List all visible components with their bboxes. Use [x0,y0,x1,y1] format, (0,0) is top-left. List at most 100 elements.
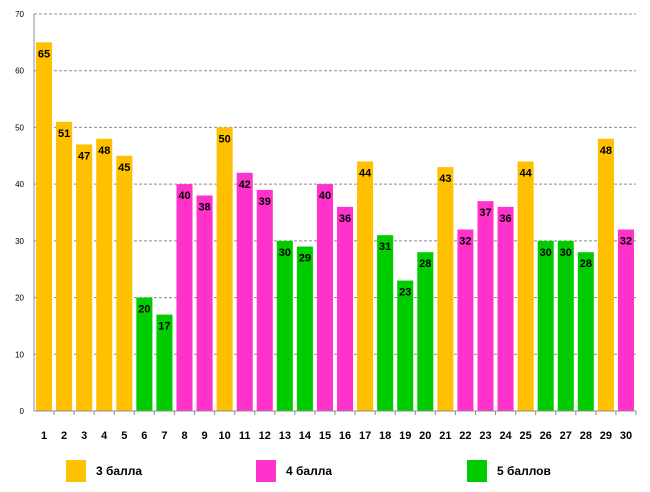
x-tick-label: 2 [61,430,67,442]
x-tick-label: 15 [319,430,331,442]
bar [196,195,213,411]
data-label: 48 [600,145,612,157]
legend-swatch [467,460,487,482]
bar [597,138,614,411]
data-label: 28 [580,258,592,270]
bar [96,138,113,411]
data-label: 43 [439,173,451,185]
bar [437,167,454,411]
data-label: 50 [219,133,231,145]
data-label: 47 [78,150,90,162]
data-label: 65 [38,48,50,60]
legend-label: 4 балла [286,464,332,478]
bar [236,172,253,411]
gridlines [34,13,636,355]
x-tick-label: 21 [439,430,451,442]
bar [517,161,534,411]
data-label: 44 [520,167,533,179]
x-axis: 1 2 3 4 5 6 7 8 9 10 11 12 13 14 15 16 17 18 19 20 21 22 23 24 2… [34,410,637,442]
bar [156,314,173,411]
x-tick-label: 1 [41,430,47,442]
data-label: 29 [299,253,311,265]
bar [577,252,594,411]
bar [136,297,153,411]
data-label: 48 [98,145,110,157]
bar [116,155,133,411]
bar [497,206,514,411]
data-label: 40 [319,190,331,202]
x-tick-label: 12 [259,430,271,442]
data-label: 23 [399,287,411,299]
legend: 3 балла 4 балла 5 баллов [66,460,551,482]
x-tick-label: 8 [181,430,187,442]
x-tick-label: 16 [339,430,351,442]
data-label: 17 [158,321,170,333]
y-tick-label: 10 [15,350,24,359]
bar [316,184,333,411]
y-tick-label: 50 [15,123,24,132]
y-axis: 0 10 20 30 40 50 60 70 [15,10,35,416]
data-label: 40 [178,190,190,202]
data-label: 42 [239,179,251,191]
bar [36,42,53,411]
x-tick-label: 6 [141,430,147,442]
legend-swatch [256,460,276,482]
y-tick-label: 60 [15,67,24,76]
data-label: 44 [359,167,372,179]
x-tick-label: 20 [419,430,431,442]
x-tick-label: 4 [101,430,108,442]
x-tick-label: 9 [202,430,208,442]
y-tick-label: 40 [15,180,24,189]
x-tick-label: 14 [299,430,312,442]
legend-label: 5 баллов [497,464,551,478]
x-tick-label: 30 [620,430,632,442]
bar [276,240,293,411]
data-label: 45 [118,162,130,174]
data-label: 20 [138,304,150,316]
x-tick-label: 17 [359,430,371,442]
legend-swatch [66,460,86,482]
data-label: 51 [58,128,70,140]
bar [256,189,273,411]
bars: 65 51 47 48 45 20 17 40 38 50 42 39 30 29 40 36 44 31 23 28… [36,42,634,411]
data-label: 39 [259,196,271,208]
bar [337,206,354,411]
y-tick-label: 30 [15,237,24,246]
x-tick-label: 19 [399,430,411,442]
x-tick-label: 3 [81,430,87,442]
bar [76,144,93,411]
bar [457,229,474,411]
x-tick-label: 10 [219,430,231,442]
y-tick-label: 20 [15,294,24,303]
x-tick-label: 18 [379,430,391,442]
x-tick-label: 22 [459,430,471,442]
x-tick-label: 26 [540,430,552,442]
bar [56,121,73,411]
y-tick-label: 0 [20,407,25,416]
bar [216,127,233,411]
data-label: 32 [459,236,471,248]
x-tick-label: 13 [279,430,291,442]
data-label: 31 [379,241,391,253]
bar [176,184,193,411]
x-tick-label: 28 [580,430,592,442]
bar [357,161,374,411]
x-tick-label: 11 [239,430,251,442]
data-label: 30 [540,247,552,259]
x-tick-label: 24 [499,430,512,442]
bar [397,280,414,411]
legend-label: 3 балла [96,464,142,478]
y-tick-label: 70 [15,10,24,19]
x-tick-label: 29 [600,430,612,442]
x-tick-label: 23 [479,430,491,442]
bar [377,235,394,411]
x-tick-label: 5 [121,430,127,442]
bar [477,201,494,411]
data-label: 38 [198,201,210,213]
data-label: 30 [279,247,291,259]
data-label: 37 [479,207,491,219]
data-label: 36 [339,213,351,225]
bar [417,252,434,411]
bar [537,240,554,411]
